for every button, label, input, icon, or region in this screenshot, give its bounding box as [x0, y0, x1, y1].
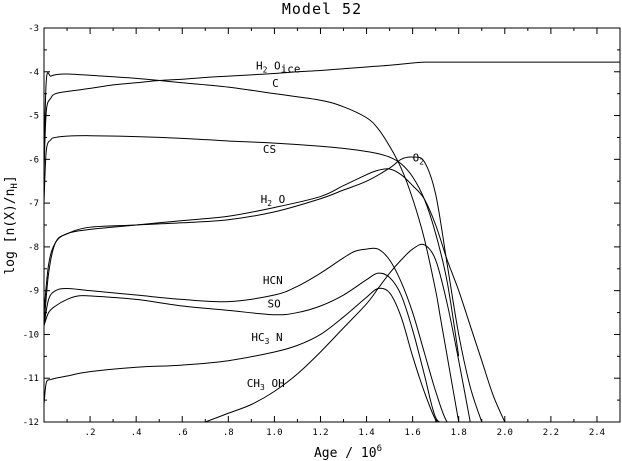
x-axis-label-sup: 6 — [377, 444, 382, 454]
series-label-hc3n: HC3 N — [251, 331, 282, 346]
x-tick-label: .6 — [177, 428, 188, 438]
x-axis-label-main: Age / 10 — [314, 446, 377, 461]
series-line-so — [44, 272, 448, 422]
x-tick-label: 1.8 — [451, 428, 467, 438]
y-axis-label-sub: H — [10, 183, 20, 188]
series-label-so: SO — [267, 297, 280, 310]
y-tick-label: -8 — [28, 243, 39, 253]
y-tick-label: -3 — [28, 24, 39, 34]
series-line-hcn — [44, 247, 459, 422]
series-label-o2: O2 — [413, 152, 425, 167]
series-line-c — [44, 72, 460, 422]
series-label-hcn: HCN — [263, 274, 283, 287]
y-axis-label: log [n(X)/nH] — [3, 175, 20, 274]
x-tick-label: 1.6 — [405, 428, 421, 438]
series-line-hc3n — [44, 287, 443, 422]
series-line-o2 — [44, 156, 483, 422]
x-tick-label: 2.2 — [543, 428, 559, 438]
x-tick-label: .2 — [85, 428, 96, 438]
series-line-cs — [44, 135, 460, 357]
series-line-ch3oh — [205, 243, 471, 422]
x-tick-label: 2.0 — [497, 428, 513, 438]
x-tick-label: 1.2 — [312, 428, 328, 438]
series-line-h2oice — [44, 61, 620, 173]
series-label-c: C — [272, 77, 279, 90]
y-tick-label: -5 — [28, 112, 39, 122]
x-tick-label: 2.4 — [589, 428, 605, 438]
y-tick-label: -10 — [23, 330, 39, 340]
series-label-cs: CS — [263, 143, 276, 156]
x-tick-label: .8 — [223, 428, 234, 438]
x-tick-label: .4 — [131, 428, 142, 438]
y-tick-label: -7 — [28, 199, 39, 209]
series-label-h2oice: H2 Oice — [256, 60, 301, 76]
series-label-h2o: H2 O — [261, 193, 286, 208]
chart-title: Model 52 — [282, 0, 362, 18]
y-tick-label: -12 — [23, 418, 39, 428]
y-tick-label: -4 — [28, 68, 39, 78]
series-label-ch3oh: CH3 OH — [247, 377, 285, 392]
y-tick-label: -11 — [23, 374, 39, 384]
y-tick-label: -9 — [28, 287, 39, 297]
x-tick-label: 1.0 — [266, 428, 282, 438]
y-axis-label-main: log [n(X)/n — [3, 189, 18, 275]
x-tick-label: 1.4 — [358, 428, 374, 438]
x-axis-label: Age / 106 — [314, 444, 382, 461]
y-axis-label-end: ] — [3, 175, 18, 183]
y-tick-label: -6 — [28, 155, 39, 165]
series-line-h2o — [44, 168, 506, 422]
